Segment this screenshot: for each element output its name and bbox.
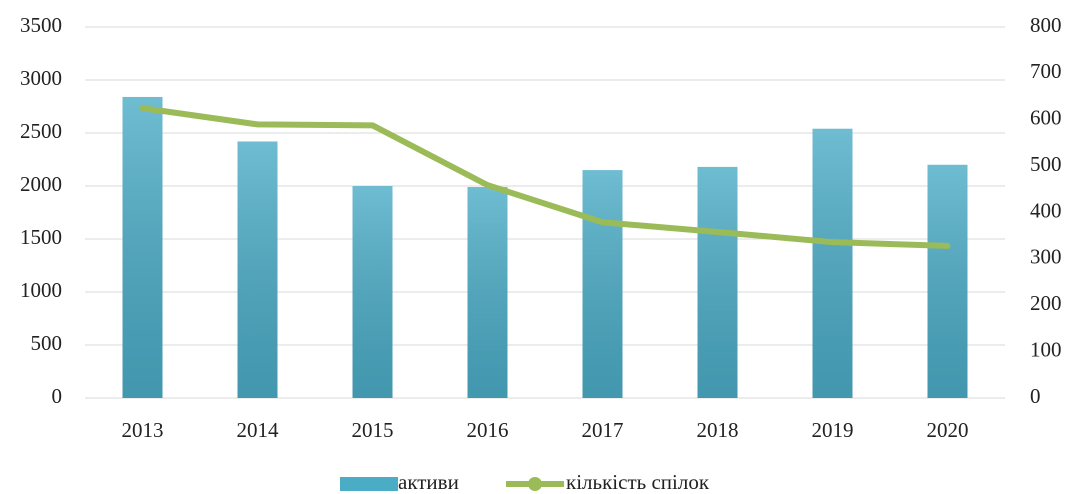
- bar-shade: [122, 96, 163, 399]
- y-tick-label: 3500: [20, 13, 62, 37]
- y2-tick-label: 400: [1030, 198, 1062, 222]
- x-tick-label: 2020: [927, 418, 969, 442]
- y-tick-label: 0: [52, 384, 63, 408]
- y2-tick-label: 700: [1030, 59, 1062, 83]
- y2-tick-label: 600: [1030, 106, 1062, 130]
- y-tick-label: 500: [31, 331, 63, 355]
- x-tick-label: 2013: [122, 418, 164, 442]
- y-tick-label: 2500: [20, 119, 62, 143]
- legend-marker: [528, 477, 542, 491]
- bar-shade: [467, 187, 508, 398]
- x-tick-label: 2018: [697, 418, 739, 442]
- y2-tick-label: 300: [1030, 245, 1062, 269]
- y2-tick-label: 100: [1030, 337, 1062, 361]
- y-tick-label: 1500: [20, 225, 62, 249]
- y-tick-label: 2000: [20, 172, 62, 196]
- legend-label: активи: [398, 470, 459, 494]
- y2-tick-label: 200: [1030, 291, 1062, 315]
- legend-swatch: [340, 477, 398, 491]
- y2-tick-label: 800: [1030, 13, 1062, 37]
- x-tick-label: 2015: [352, 418, 394, 442]
- legend-label: кількість спілок: [566, 470, 710, 494]
- y-tick-label: 3000: [20, 66, 62, 90]
- x-tick-label: 2014: [237, 418, 280, 442]
- x-tick-label: 2016: [467, 418, 509, 442]
- y2-tick-label: 500: [1030, 152, 1062, 176]
- x-tick-label: 2017: [582, 418, 624, 442]
- y2-tick-label: 0: [1030, 384, 1041, 408]
- x-tick-label: 2019: [812, 418, 854, 442]
- y-tick-label: 1000: [20, 278, 62, 302]
- bar-shade: [927, 164, 968, 398]
- bar-shade: [697, 166, 738, 398]
- bar-shade: [352, 186, 393, 398]
- bar-shade: [582, 170, 623, 398]
- line: [139, 105, 951, 249]
- bar-shade: [237, 141, 278, 399]
- bar-shade: [812, 128, 853, 398]
